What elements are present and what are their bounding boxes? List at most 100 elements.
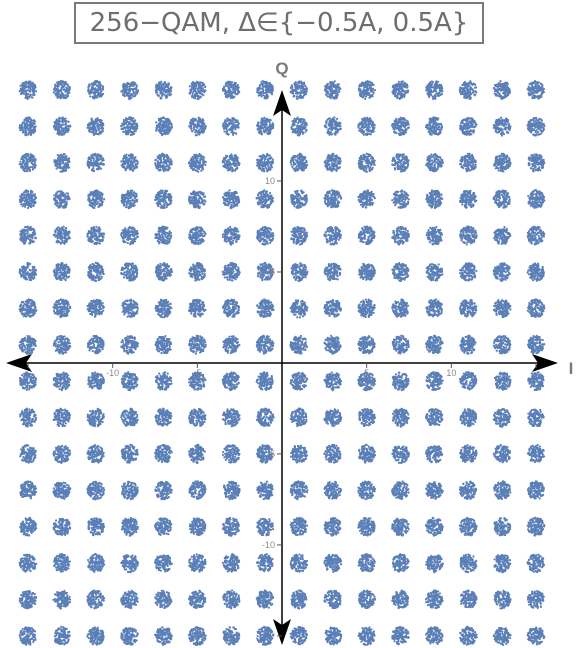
data-point <box>19 160 22 163</box>
data-point <box>60 553 64 557</box>
data-point <box>53 197 56 200</box>
data-point <box>100 634 103 637</box>
data-point <box>101 631 105 634</box>
data-point <box>55 493 59 496</box>
data-point <box>102 526 105 529</box>
data-point <box>33 340 36 343</box>
data-point <box>92 598 95 601</box>
data-point <box>62 594 65 597</box>
data-point <box>98 562 101 565</box>
data-point <box>19 563 22 566</box>
data-point <box>29 487 32 490</box>
data-point <box>20 629 23 632</box>
data-point <box>56 153 59 157</box>
data-point <box>27 603 30 606</box>
data-point <box>54 194 58 197</box>
data-point <box>19 198 22 201</box>
data-point <box>67 271 71 274</box>
data-point <box>95 641 98 644</box>
data-point <box>34 418 38 421</box>
data-point <box>58 421 62 424</box>
data-point <box>62 486 65 489</box>
data-point <box>31 341 34 344</box>
data-point <box>64 117 67 120</box>
data-point <box>66 386 69 389</box>
data-point <box>32 119 35 122</box>
data-point <box>34 344 37 347</box>
data-point <box>101 598 105 601</box>
data-point <box>34 485 37 488</box>
data-point <box>92 557 95 560</box>
data-point <box>58 309 61 313</box>
data-point <box>59 193 62 196</box>
data-point <box>21 350 24 353</box>
constellation-point-cloud <box>19 480 38 500</box>
data-point <box>64 422 67 425</box>
data-point <box>57 424 60 427</box>
data-point <box>58 598 61 601</box>
data-point <box>27 597 30 600</box>
data-point <box>98 415 101 418</box>
data-point <box>96 517 99 520</box>
data-point <box>63 194 66 197</box>
data-point <box>62 416 65 419</box>
data-point <box>56 446 59 449</box>
data-point <box>97 336 100 339</box>
data-point <box>55 555 58 558</box>
data-point <box>29 516 32 520</box>
data-point <box>27 349 31 352</box>
data-point <box>96 386 99 390</box>
data-point <box>99 602 102 605</box>
data-point <box>57 345 61 348</box>
data-point <box>26 483 29 486</box>
data-point <box>28 124 31 127</box>
data-point <box>87 566 90 569</box>
data-point <box>58 519 61 522</box>
data-point <box>24 315 28 318</box>
data-point <box>25 553 28 556</box>
data-point <box>95 561 98 564</box>
data-point <box>67 374 70 377</box>
data-point <box>56 88 60 91</box>
data-point <box>61 570 64 573</box>
data-point <box>59 165 62 168</box>
constellation-point-cloud <box>86 552 106 573</box>
data-point <box>59 531 62 534</box>
data-point <box>65 95 69 98</box>
data-point <box>57 560 61 563</box>
data-point <box>28 524 31 527</box>
data-point <box>97 642 101 645</box>
data-point <box>61 562 64 565</box>
data-point <box>94 413 97 416</box>
data-point <box>87 527 90 530</box>
data-point <box>33 595 36 599</box>
data-point <box>67 491 70 494</box>
data-point <box>92 632 95 635</box>
data-point <box>22 304 25 308</box>
data-point <box>26 519 29 522</box>
data-point <box>25 375 28 378</box>
data-point <box>55 94 58 97</box>
data-point <box>60 274 63 277</box>
data-point <box>24 199 27 202</box>
data-point <box>64 264 67 268</box>
data-point <box>93 376 96 380</box>
data-point <box>66 458 69 461</box>
data-point <box>62 88 66 91</box>
data-point <box>19 233 22 236</box>
data-point <box>56 81 59 84</box>
data-point <box>63 340 67 344</box>
data-point <box>60 625 63 628</box>
data-point <box>67 420 70 423</box>
data-point <box>91 340 95 343</box>
data-point <box>97 489 101 493</box>
data-point <box>19 415 22 418</box>
data-point <box>66 192 70 195</box>
data-point <box>54 376 57 380</box>
data-point <box>96 384 100 388</box>
data-point <box>30 561 34 564</box>
data-point <box>30 376 33 379</box>
data-point <box>59 242 62 245</box>
data-point <box>18 308 21 311</box>
data-point <box>68 269 71 272</box>
